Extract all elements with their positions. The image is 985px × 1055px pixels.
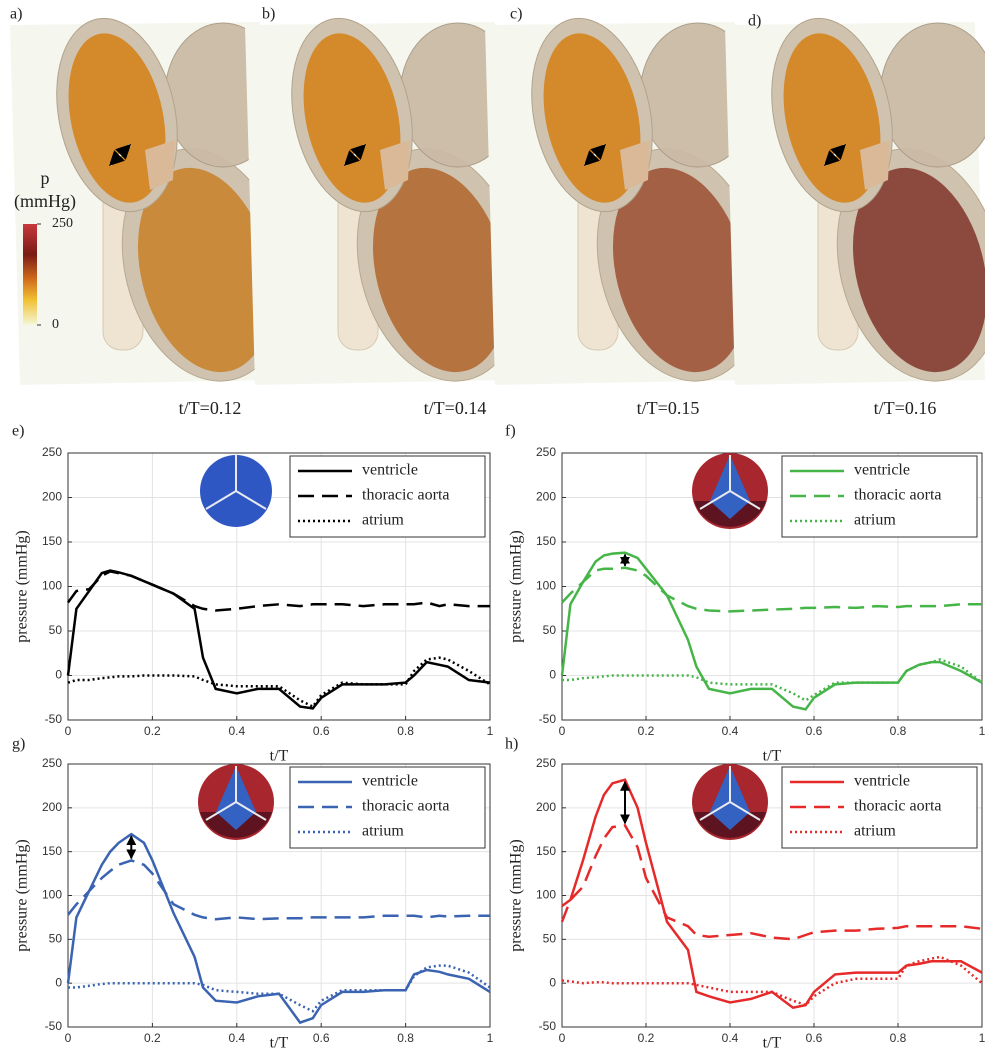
y-tick-label: 0: [55, 668, 62, 682]
x-tick-label: 0.6: [313, 1031, 330, 1045]
y-tick-label: 200: [42, 490, 62, 504]
y-tick-label: 250: [536, 756, 556, 770]
x-axis-label: t/T: [270, 748, 289, 765]
y-tick-label: 150: [42, 844, 62, 858]
y-tick-label: 100: [42, 888, 62, 902]
y-tick-label: 100: [536, 579, 556, 593]
legend-label: thoracic aorta: [362, 487, 450, 504]
x-tick-label: 0.4: [722, 724, 739, 738]
x-tick-label: 0: [65, 1031, 72, 1045]
x-tick-label: 0.6: [806, 1031, 823, 1045]
y-tick-label: 0: [549, 975, 556, 989]
time-label: t/T=0.12: [179, 398, 242, 418]
panel-label: e): [12, 423, 24, 440]
legend-label: thoracic aorta: [362, 798, 450, 815]
colorbar-title: p: [41, 168, 50, 188]
colorbar-title: (mmHg): [14, 191, 76, 212]
legend-label: ventricle: [854, 773, 910, 790]
x-tick-label: 0.2: [638, 724, 655, 738]
legend-label: atrium: [362, 512, 404, 529]
y-tick-label: 50: [543, 623, 557, 637]
panel-label: h): [505, 736, 518, 753]
colorbar: [23, 224, 37, 325]
y-axis-label: pressure (mmHg): [508, 839, 525, 951]
y-tick-label: 200: [536, 800, 556, 814]
y-tick-label: 50: [543, 932, 557, 946]
valve-inset: [200, 455, 272, 527]
x-tick-label: 0.6: [313, 724, 330, 738]
x-axis-label: t/T: [270, 1035, 289, 1052]
y-tick-label: 200: [536, 490, 556, 504]
x-tick-label: 0.4: [228, 1031, 245, 1045]
panel-label: a): [10, 6, 22, 23]
y-tick-label: -50: [539, 1019, 557, 1033]
legend-label: atrium: [362, 823, 404, 840]
y-tick-label: 100: [536, 888, 556, 902]
y-tick-label: 250: [536, 445, 556, 459]
x-tick-label: 0.4: [722, 1031, 739, 1045]
x-axis-label: t/T: [763, 748, 782, 765]
colorbar-tick-label: 250: [52, 216, 73, 231]
panel-label: d): [748, 13, 761, 30]
y-tick-label: 250: [42, 756, 62, 770]
colorbar-tick-label: 0: [52, 317, 59, 332]
x-tick-label: 1: [487, 1031, 494, 1045]
time-label: t/T=0.14: [424, 398, 487, 418]
y-tick-label: 150: [42, 534, 62, 548]
y-tick-label: 150: [536, 844, 556, 858]
y-tick-label: -50: [539, 712, 557, 726]
legend-label: ventricle: [362, 773, 418, 790]
y-tick-label: 250: [42, 445, 62, 459]
time-label: t/T=0.15: [637, 398, 700, 418]
valve-inset: [198, 764, 274, 840]
x-tick-label: 0: [559, 724, 566, 738]
x-tick-label: 0: [65, 724, 72, 738]
x-tick-label: 0.8: [397, 1031, 414, 1045]
x-tick-label: 1: [979, 724, 985, 738]
x-tick-label: 1: [979, 1031, 985, 1045]
x-tick-label: 1: [487, 724, 494, 738]
y-tick-label: 0: [549, 668, 556, 682]
x-tick-label: 0.2: [638, 1031, 655, 1045]
y-tick-label: -50: [45, 712, 63, 726]
y-axis-label: pressure (mmHg): [508, 530, 525, 642]
x-tick-label: 0.8: [890, 724, 907, 738]
y-tick-label: 50: [49, 623, 63, 637]
legend-label: thoracic aorta: [854, 487, 942, 504]
x-tick-label: 0.4: [228, 724, 245, 738]
time-label: t/T=0.16: [874, 398, 937, 418]
x-tick-label: 0.6: [806, 724, 823, 738]
x-tick-label: 0.8: [890, 1031, 907, 1045]
y-tick-label: 50: [49, 932, 63, 946]
x-tick-label: 0.2: [144, 724, 161, 738]
panel-label: c): [510, 6, 522, 23]
y-tick-label: 200: [42, 800, 62, 814]
x-tick-label: 0.2: [144, 1031, 161, 1045]
panel-label: f): [505, 423, 516, 440]
legend-label: atrium: [854, 823, 896, 840]
x-tick-label: 0: [559, 1031, 566, 1045]
heart-render: [725, 7, 985, 399]
legend-label: ventricle: [362, 462, 418, 479]
y-tick-label: -50: [45, 1019, 63, 1033]
y-tick-label: 100: [42, 579, 62, 593]
y-axis-label: pressure (mmHg): [14, 839, 31, 951]
figure: a) t/T=0.12 b) t/T=0.14 c) t/T=0.15 d) t/T=0.16…: [0, 0, 985, 1055]
x-tick-label: 0.8: [397, 724, 414, 738]
panel-label: g): [12, 736, 25, 753]
legend-label: ventricle: [854, 462, 910, 479]
legend-label: thoracic aorta: [854, 798, 942, 815]
x-axis-label: t/T: [763, 1035, 782, 1052]
panel-label: b): [262, 6, 275, 23]
y-tick-label: 150: [536, 534, 556, 548]
valve-inset: [692, 764, 768, 840]
y-axis-label: pressure (mmHg): [14, 530, 31, 642]
y-tick-label: 0: [55, 975, 62, 989]
legend-label: atrium: [854, 512, 896, 529]
valve-inset: [692, 453, 768, 529]
